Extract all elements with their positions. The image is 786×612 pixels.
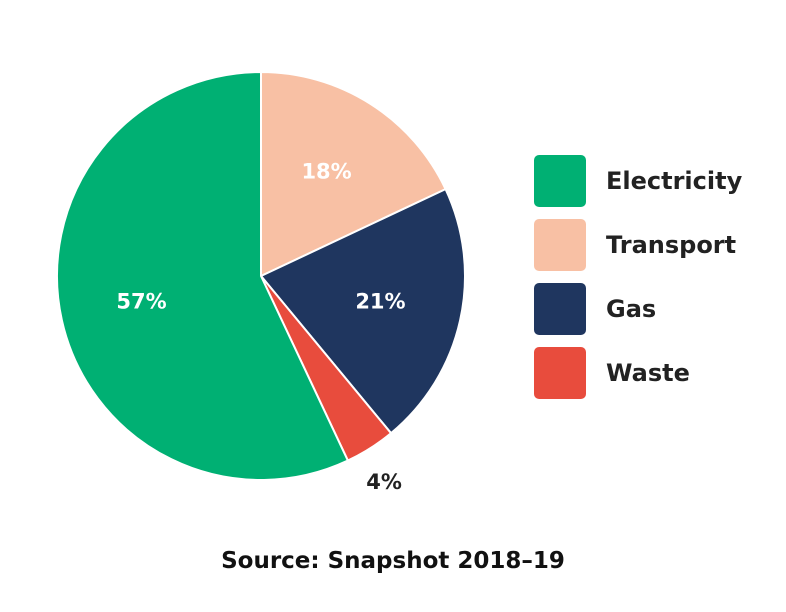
- legend-swatch-transport: [534, 219, 586, 271]
- legend-swatch-gas: [534, 283, 586, 335]
- legend-item-transport: Transport: [534, 219, 774, 271]
- source-note: Source: Snapshot 2018–19: [221, 548, 565, 574]
- pie-label-waste: 4%: [366, 470, 402, 494]
- legend-item-waste: Waste: [534, 347, 774, 399]
- legend-label-electricity: Electricity: [606, 167, 743, 195]
- legend-swatch-waste: [534, 347, 586, 399]
- legend: Electricity Transport Gas Waste: [534, 155, 774, 411]
- legend-item-gas: Gas: [534, 283, 774, 335]
- pie-labels: 18% 21% 4% 57%: [116, 160, 405, 494]
- pie-slices: [56, 71, 466, 481]
- legend-item-electricity: Electricity: [534, 155, 774, 207]
- pie-slice-transport: [260, 71, 447, 277]
- pie-label-electricity: 57%: [116, 290, 166, 314]
- legend-label-waste: Waste: [606, 359, 690, 387]
- pie-label-transport: 18%: [301, 160, 351, 184]
- legend-swatch-electricity: [534, 155, 586, 207]
- pie-label-gas: 21%: [355, 290, 405, 314]
- pie-slice-electricity: [56, 71, 349, 481]
- legend-label-gas: Gas: [606, 295, 657, 323]
- pie-slice-gas: [260, 188, 466, 435]
- legend-label-transport: Transport: [606, 231, 737, 259]
